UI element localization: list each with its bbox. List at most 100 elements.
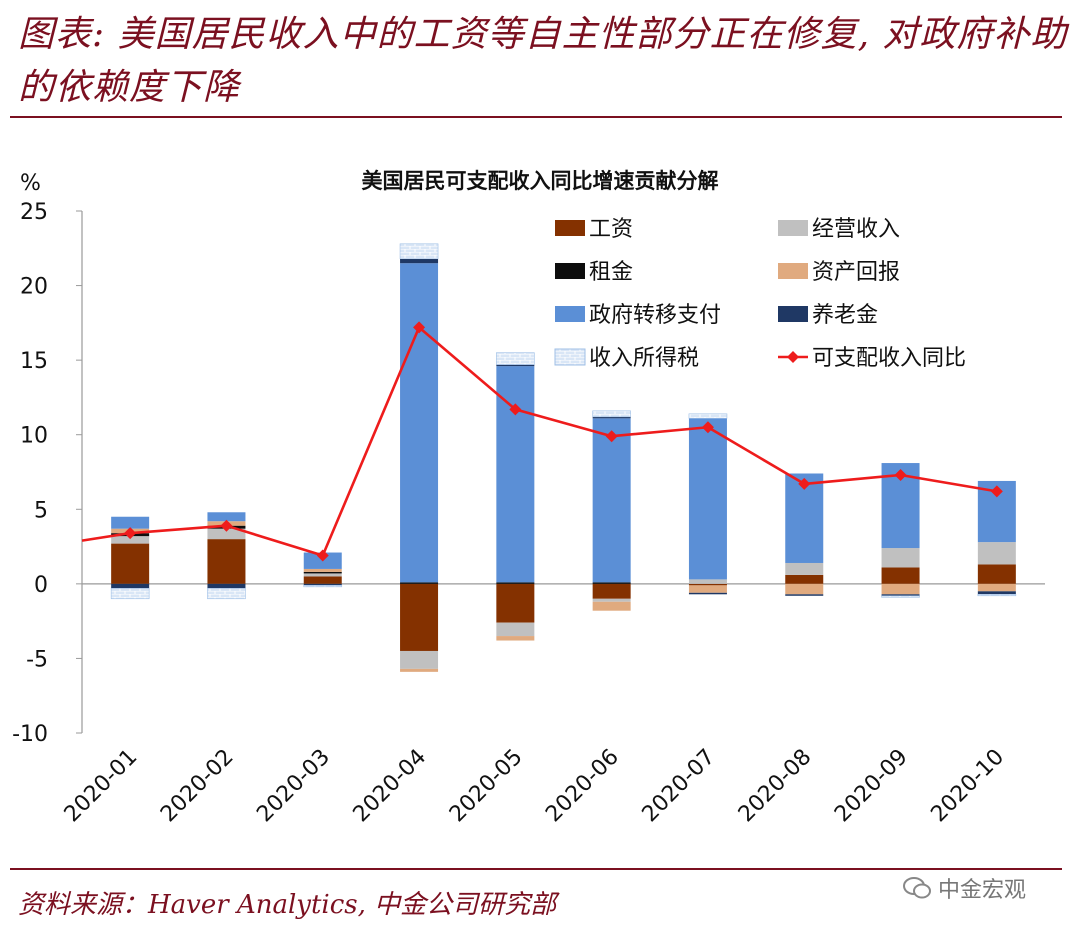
legend-swatch-business bbox=[778, 220, 808, 236]
legend-label: 租金 bbox=[589, 260, 633, 285]
x-tick-label: 2020-10 bbox=[926, 745, 1009, 828]
legend-label: 工资 bbox=[589, 217, 633, 242]
chart-title: 美国居民可支配收入同比增速贡献分解 bbox=[362, 169, 719, 193]
trend-marker bbox=[316, 549, 329, 562]
trend-marker bbox=[798, 477, 811, 490]
bar-wage bbox=[111, 543, 150, 584]
bar-asset bbox=[688, 585, 727, 593]
trend-marker bbox=[605, 430, 618, 443]
bar-business bbox=[400, 650, 439, 669]
bar-asset bbox=[400, 668, 439, 672]
x-tick-label: 2020-07 bbox=[638, 745, 721, 828]
bar-pension bbox=[592, 416, 631, 419]
bar-asset bbox=[303, 568, 342, 572]
y-tick-label: 20 bbox=[20, 275, 48, 300]
bar-tax bbox=[688, 413, 728, 419]
bar-wage bbox=[496, 583, 535, 623]
legend-label: 资产回报 bbox=[812, 260, 900, 285]
bar-tax bbox=[399, 243, 439, 260]
bar-gov bbox=[111, 516, 150, 529]
bar-rent bbox=[303, 571, 342, 574]
bar-pension bbox=[207, 583, 246, 589]
footer-rule bbox=[10, 868, 1062, 870]
watermark: 中金宏观 bbox=[902, 872, 1026, 904]
bar-business bbox=[785, 562, 824, 575]
bar-gov bbox=[400, 263, 439, 583]
bar-pension bbox=[400, 258, 439, 264]
x-tick-label: 2020-09 bbox=[830, 745, 913, 828]
legend-swatch-rent bbox=[555, 263, 585, 279]
bar-wage bbox=[977, 564, 1016, 584]
bar-rent bbox=[592, 582, 631, 584]
bar-business bbox=[592, 598, 631, 602]
bar-asset bbox=[977, 583, 1016, 592]
bar-tax bbox=[207, 588, 246, 600]
bar-asset bbox=[785, 583, 824, 595]
trend-marker bbox=[509, 403, 522, 416]
bar-rent bbox=[400, 582, 439, 584]
legend-swatch-asset bbox=[778, 263, 808, 279]
bar-gov bbox=[688, 418, 727, 580]
x-tick-label: 2020-08 bbox=[734, 745, 817, 828]
x-tick-label: 2020-02 bbox=[156, 745, 239, 828]
bar-business bbox=[881, 548, 920, 568]
legend-label: 经营收入 bbox=[812, 217, 900, 242]
bar-business bbox=[688, 579, 727, 584]
trend-marker bbox=[124, 527, 137, 540]
trend-marker bbox=[701, 421, 714, 434]
bar-business bbox=[496, 622, 535, 637]
bar-wage bbox=[207, 539, 246, 584]
x-tick-label: 2020-03 bbox=[252, 745, 335, 828]
bar-wage bbox=[592, 583, 631, 599]
bar-pension bbox=[881, 594, 920, 596]
y-tick-label: 10 bbox=[20, 424, 48, 449]
legend-swatch-pension bbox=[778, 306, 808, 322]
bar-tax bbox=[592, 410, 631, 418]
title-rule bbox=[10, 116, 1062, 118]
legend-label: 可支配收入同比 bbox=[812, 346, 966, 371]
legend-swatch-tax bbox=[554, 348, 586, 366]
trend-marker bbox=[220, 519, 233, 532]
bar-pension bbox=[496, 364, 535, 367]
bar-business bbox=[111, 536, 150, 544]
bar-tax bbox=[977, 593, 1017, 597]
page-title: 图表: 美国居民收入中的工资等自主性部分正在修复, 对政府补助的依赖度下降 bbox=[18, 14, 1068, 108]
bar-pension bbox=[111, 583, 150, 589]
source-note: 资料来源：Haver Analytics, 中金公司研究部 bbox=[18, 890, 557, 920]
bar-pension bbox=[785, 594, 824, 596]
y-unit-label: % bbox=[20, 171, 41, 196]
legend-label: 政府转移支付 bbox=[589, 303, 721, 328]
x-tick-label: 2020-05 bbox=[445, 745, 528, 828]
x-tick-label: 2020-06 bbox=[541, 745, 624, 828]
bar-business bbox=[977, 542, 1016, 565]
bar-business bbox=[207, 528, 246, 540]
legend-label: 收入所得税 bbox=[589, 346, 699, 371]
bar-tax bbox=[303, 585, 343, 588]
stacked-bar-chart: 美国居民可支配收入同比增速贡献分解 % 25 20 15 10 5 0 -5 -10 2020… bbox=[12, 169, 1045, 828]
trend-marker bbox=[413, 321, 426, 334]
y-tick-label: -5 bbox=[26, 647, 48, 672]
x-tick-label: 2020-01 bbox=[60, 745, 143, 828]
legend-swatch-gov bbox=[555, 306, 585, 322]
legend-swatch-wage bbox=[555, 220, 585, 236]
legend-marker-swatch bbox=[787, 351, 799, 363]
y-tick-label: -10 bbox=[12, 722, 48, 747]
bar-gov bbox=[496, 366, 535, 583]
bar-tax bbox=[110, 588, 150, 600]
bar-pension bbox=[977, 591, 1016, 595]
bar-tax bbox=[881, 595, 920, 598]
bar-gov bbox=[207, 512, 246, 522]
y-tick-label: 0 bbox=[34, 573, 48, 598]
bar-rent bbox=[496, 582, 535, 584]
watermark-text: 中金宏观 bbox=[938, 878, 1027, 903]
bar-pension bbox=[303, 583, 342, 586]
bar-business bbox=[303, 573, 342, 577]
bar-tax bbox=[496, 352, 535, 365]
y-tick-label: 25 bbox=[20, 200, 48, 225]
x-tick-label: 2020-04 bbox=[349, 745, 432, 828]
y-tick-label: 5 bbox=[34, 498, 48, 523]
bar-pension bbox=[688, 592, 727, 595]
bar-wage bbox=[785, 574, 824, 584]
bar-gov bbox=[592, 418, 631, 583]
